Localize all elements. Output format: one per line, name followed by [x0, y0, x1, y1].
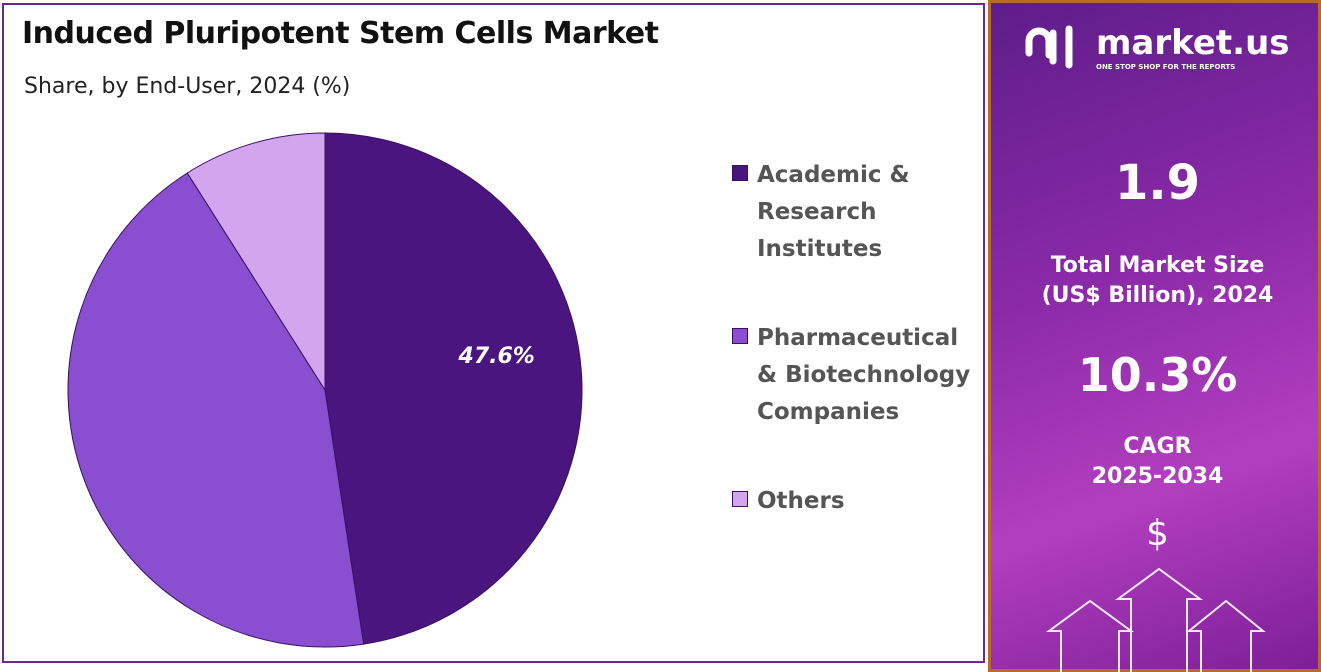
market-size: 1.9 — [1114, 155, 1201, 211]
pie-slice — [324, 132, 583, 645]
pie-slice — [67, 172, 365, 648]
cagr-period: 2025-2034 — [1091, 464, 1224, 489]
chart-frame — [2, 3, 985, 663]
cagr-label: CAGR — [1123, 434, 1192, 459]
legend-label: Academic & Research Institutes — [757, 162, 910, 262]
market-size-label: Total Market Size — [1050, 253, 1265, 278]
legend-swatch — [732, 328, 748, 344]
legend-swatch — [732, 165, 748, 181]
chart-subtitle: Share, by End-User, 2024 (%) — [24, 74, 351, 99]
chart-title: Induced Pluripotent Stem Cells Market — [22, 16, 659, 51]
growth-arrows — [1045, 567, 1266, 672]
pie-chart: 47.6% — [67, 132, 583, 648]
data-label: 47.6% — [458, 344, 535, 369]
cagr-value: 10.3% — [1077, 348, 1238, 402]
brand-name: market.us — [1096, 23, 1290, 63]
legend-item: Others — [732, 483, 972, 520]
brand-logo — [1025, 25, 1073, 69]
pie-slice — [186, 132, 326, 392]
market-size-label: (US$ Billion), 2024 — [1041, 283, 1274, 308]
brand-tagline: ONE STOP SHOP FOR THE REPORTS — [1096, 63, 1236, 71]
legend-item: Pharmaceutical & Biotechnology Companies — [732, 320, 972, 431]
legend-label: Others — [757, 488, 845, 514]
legend-item: Academic & Research Institutes — [732, 157, 972, 268]
currency-icon: $ — [1146, 513, 1169, 554]
legend-swatch — [732, 491, 748, 507]
panel-graphics — [1025, 25, 1266, 672]
legend-label: Pharmaceutical & Biotechnology Companies — [757, 325, 971, 425]
side-panel: market.us ONE STOP SHOP FOR THE REPORTS … — [988, 0, 1321, 672]
